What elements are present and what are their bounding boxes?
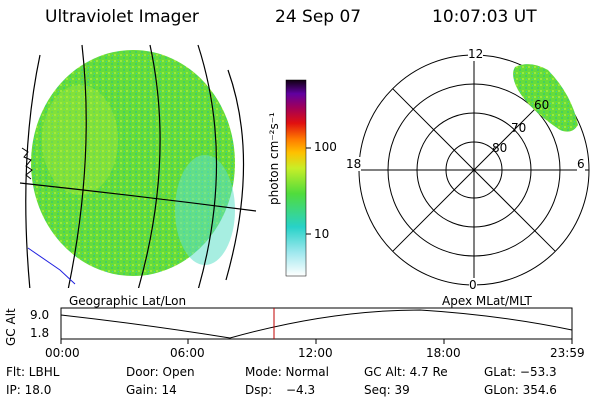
meridian-line [197, 44, 218, 288]
lat-label-70: 70 [511, 121, 527, 135]
x-tick-1800: 18:00 [426, 346, 461, 360]
mlt-label-0: 0 [469, 278, 477, 292]
colorbar-tick-100: 100 [314, 140, 337, 154]
x-tick-2359: 23:59 [550, 346, 585, 360]
app-title: Ultraviolet Imager [45, 7, 199, 27]
mlt-label-6: 6 [577, 157, 585, 171]
auroral-oval [513, 64, 578, 132]
seq-info: Seq: 39 [364, 383, 410, 397]
mode-info: Mode: Normal [245, 365, 329, 379]
polar-plot [358, 54, 590, 286]
lat-label-80: 80 [492, 141, 508, 155]
date-label: 24 Sep 07 [275, 7, 362, 27]
x-tick-0000: 00:00 [45, 346, 80, 360]
timeline-plot [60, 307, 573, 344]
x-tick-0600: 06:00 [170, 346, 205, 360]
bright-patch [42, 85, 118, 195]
glat-info: GLat: −53.3 [484, 365, 557, 379]
gain-info: Gain: 14 [126, 383, 177, 397]
meridian-line [137, 44, 161, 288]
meridian-line [225, 69, 245, 281]
apex-caption: Apex MLat/MLT [442, 294, 532, 308]
meridian-line [67, 44, 87, 288]
colorbar [285, 79, 311, 277]
y-tick-9: 9.0 [30, 308, 50, 322]
glon-info: GLon: 354.6 [484, 383, 557, 397]
timeline-y-axis-label: GC Alt [4, 308, 18, 346]
coastline [21, 147, 33, 180]
time-label: 10:07:03 UT [432, 7, 537, 27]
terminator-line [27, 247, 76, 285]
colorbar-tick-10: 10 [314, 227, 330, 241]
dsp-value: −4.3 [286, 383, 316, 397]
geographic-map [19, 44, 257, 288]
lat-label-60: 60 [534, 98, 550, 112]
x-tick-1200: 12:00 [298, 346, 333, 360]
cyan-fringe [175, 155, 235, 265]
geographic-caption: Geographic Lat/Lon [69, 294, 187, 308]
gc-alt-info: GC Alt: 4.7 Re [364, 365, 448, 379]
mlt-label-18: 18 [346, 157, 362, 171]
ip-info: IP: 18.0 [6, 383, 52, 397]
filter-info: Flt: LBHL [6, 365, 60, 379]
y-tick-1.8: 1.8 [30, 326, 50, 340]
latitude-line [19, 182, 257, 212]
dsp-info: Dsp: [245, 383, 273, 397]
colorbar-unit-label: photon cm⁻²s⁻¹ [267, 112, 281, 205]
mlt-label-12: 12 [468, 47, 484, 61]
door-info: Door: Open [126, 365, 195, 379]
altitude-curve [60, 309, 573, 339]
